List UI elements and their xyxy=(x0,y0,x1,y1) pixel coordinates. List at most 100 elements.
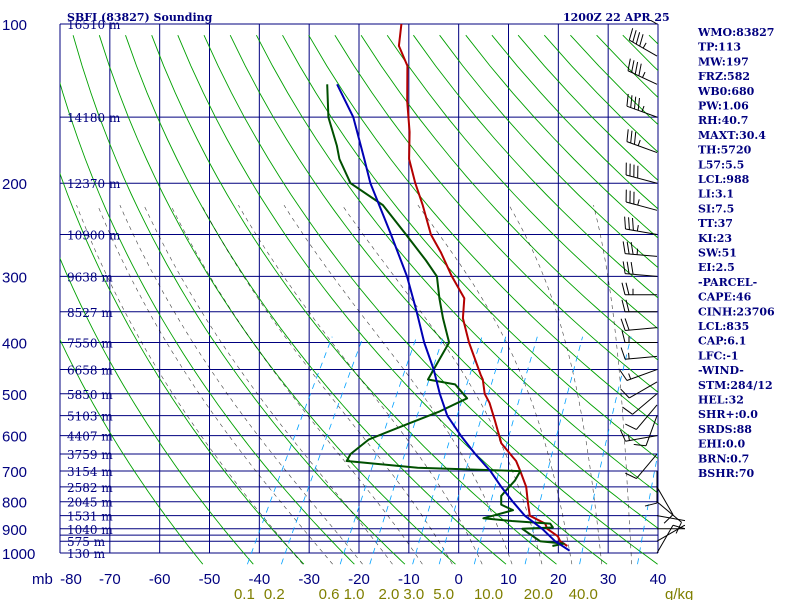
wind-barb xyxy=(633,415,658,447)
wind-barb-staff xyxy=(649,20,658,25)
wind-barb-flag xyxy=(638,63,642,76)
moist-adiabat-line xyxy=(170,204,423,565)
wind-barb xyxy=(620,347,658,360)
index-line: MW:197 xyxy=(698,55,749,68)
index-line: SHR+:0.0 xyxy=(698,408,758,421)
wind-barb-half-flag xyxy=(642,42,647,49)
wind-barb-flag xyxy=(630,95,633,108)
wind-barb xyxy=(622,261,658,277)
mixing-ratio-label: 1.0 xyxy=(344,586,365,600)
wind-barb xyxy=(625,162,658,184)
mixing-ratio-label: 0.1 xyxy=(234,586,255,600)
wind-barb-flag xyxy=(624,318,630,331)
wind-barb-half-flag xyxy=(637,139,641,146)
moist-adiabat-line xyxy=(143,204,393,565)
wind-barb-flag xyxy=(621,330,626,343)
temperature-tick-label: -10 xyxy=(398,571,420,588)
dry-adiabat-line xyxy=(72,35,406,565)
dry-adiabat-line xyxy=(229,35,658,529)
index-line: WB0:680 xyxy=(697,85,755,98)
index-line: -WIND- xyxy=(698,364,744,377)
wind-barb-flag xyxy=(633,132,637,145)
index-line: WMO:83827 xyxy=(697,26,774,39)
wind-barb-flag xyxy=(619,429,626,442)
wind-barb-flag xyxy=(622,261,626,274)
wind-barb-staff xyxy=(656,486,674,515)
mixing-ratio-line xyxy=(579,336,632,565)
index-line: SW:51 xyxy=(698,247,737,260)
mixing-ratio-line xyxy=(247,336,333,565)
wind-barb xyxy=(626,129,658,154)
wind-barb-staff xyxy=(625,435,658,442)
index-line: TP:113 xyxy=(698,41,741,54)
height-label: 3154 m xyxy=(67,465,113,479)
temperature-tick-label: 10 xyxy=(500,571,517,588)
wind-barb-flag xyxy=(626,261,630,275)
wind-barb xyxy=(621,330,657,343)
height-label: 130 m xyxy=(67,547,106,561)
mixing-ratio-line xyxy=(473,336,538,565)
wind-barb-flag xyxy=(626,93,629,107)
grid-lines xyxy=(59,23,659,554)
wind-barb-flag xyxy=(689,529,692,541)
dry-adiabat-line xyxy=(491,34,658,210)
temperature-tick-label: 30 xyxy=(600,571,617,588)
dry-adiabat-line xyxy=(360,34,658,361)
dry-adiabat-line xyxy=(151,35,557,565)
temperature-tick-label: -50 xyxy=(199,571,221,588)
dry-adiabat-line xyxy=(125,35,507,565)
wind-barb-staff xyxy=(625,253,658,257)
wind-barb-flag xyxy=(622,406,633,415)
wind-barb xyxy=(624,216,658,236)
index-line: MAXT:30.4 xyxy=(698,129,766,142)
wind-barb-staff xyxy=(625,201,658,211)
y-unit-label: mb xyxy=(32,571,53,588)
wind-barb-flag xyxy=(620,388,630,399)
wind-barb xyxy=(625,453,658,479)
index-line: HEL:32 xyxy=(698,394,744,407)
wind-barb-flag xyxy=(639,34,644,47)
wind-barb-flag xyxy=(689,521,690,533)
index-line: KI:23 xyxy=(698,232,732,245)
wind-barb-staff xyxy=(632,393,658,415)
index-line: BSHR:70 xyxy=(698,467,754,480)
dry-adiabat-line xyxy=(754,35,800,564)
wind-barb-staff xyxy=(626,141,658,154)
index-line: SI:7.5 xyxy=(698,202,734,215)
height-label: 5103 m xyxy=(67,410,113,424)
w-unit-label: g/kg xyxy=(665,586,693,600)
mixing-ratio-line xyxy=(438,336,507,565)
wind-barb xyxy=(626,93,658,118)
pressure-tick-label: 700 xyxy=(2,464,27,481)
index-line: LCL:835 xyxy=(698,320,749,333)
pressure-tick-label: 400 xyxy=(2,335,27,352)
height-label: 10900 m xyxy=(67,229,121,243)
mixing-ratio-line xyxy=(281,336,364,565)
wind-barb xyxy=(620,318,658,331)
dry-adiabat-line xyxy=(780,35,800,564)
pressure-tick-label: 1000 xyxy=(2,546,35,563)
wind-barb-staff xyxy=(645,415,658,446)
temperature-tick-label: -30 xyxy=(298,571,320,588)
height-label: 5850 m xyxy=(67,388,113,402)
wind-barb-flag xyxy=(630,130,633,144)
wind-barb-flag xyxy=(627,58,631,71)
dewpoint-profile-line xyxy=(326,84,565,547)
wind-barb-staff xyxy=(656,515,685,522)
wind-barb xyxy=(656,486,674,524)
wind-barb xyxy=(656,524,685,542)
time-label: 1200Z 22 APR 25 xyxy=(563,11,670,24)
index-line: CINH:23706 xyxy=(698,305,775,318)
wind-barb-staff xyxy=(656,524,685,542)
mixing-ratio-label: 0.6 xyxy=(319,586,340,600)
height-label: 8527 m xyxy=(67,306,113,320)
wind-barb-flag xyxy=(625,299,630,312)
height-label: 16510 m xyxy=(67,18,121,32)
wind-barb-flag xyxy=(684,524,685,527)
sounding-profiles xyxy=(326,24,571,552)
wind-barb-flag xyxy=(629,0,632,8)
wind-barb xyxy=(622,241,658,257)
wind-barb-flag xyxy=(628,217,630,230)
index-line: CAP:6.1 xyxy=(698,335,746,348)
